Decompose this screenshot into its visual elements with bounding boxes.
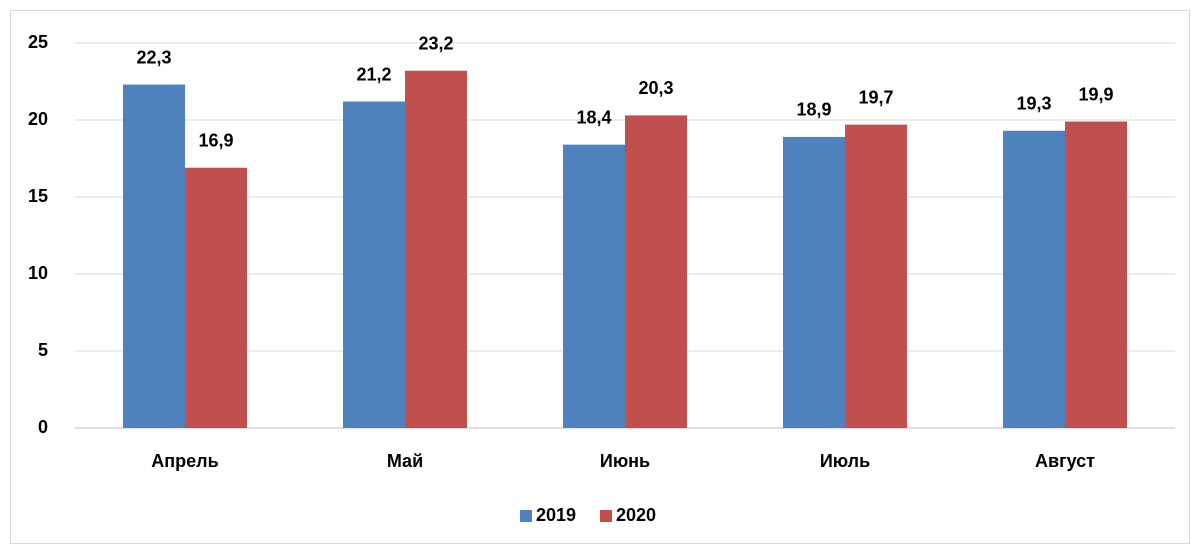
legend-label: 2019 [536, 505, 576, 525]
y-tick-label: 5 [38, 340, 48, 360]
legend-swatch [520, 510, 532, 522]
bar [405, 70, 467, 428]
bar [343, 101, 405, 429]
bar [625, 115, 687, 428]
bar [123, 84, 185, 428]
y-tick-label: 20 [28, 109, 48, 129]
value-label: 16,9 [198, 130, 233, 150]
x-tick-label: Май [387, 451, 423, 471]
bar [563, 144, 625, 428]
value-label: 23,2 [418, 33, 453, 53]
bar [1065, 121, 1127, 428]
value-label: 19,7 [858, 87, 893, 107]
value-label: 20,3 [638, 78, 673, 98]
y-tick-label: 25 [28, 32, 48, 52]
y-tick-label: 10 [28, 263, 48, 283]
legend-label: 2020 [616, 505, 656, 525]
x-tick-label: Апрель [151, 451, 218, 471]
value-label: 19,9 [1078, 84, 1113, 104]
bar [845, 124, 907, 429]
value-label: 21,2 [356, 64, 391, 84]
value-label: 19,3 [1016, 94, 1051, 114]
y-tick-label: 0 [38, 417, 48, 437]
legend-swatch [600, 510, 612, 522]
y-tick-label: 15 [28, 186, 48, 206]
x-tick-label: Август [1035, 451, 1095, 471]
bar [783, 136, 845, 428]
value-label: 22,3 [136, 47, 171, 67]
bar [1003, 130, 1065, 428]
x-tick-label: Июль [820, 451, 870, 471]
bar [185, 167, 247, 429]
value-label: 18,9 [796, 100, 831, 120]
x-tick-label: Июнь [600, 451, 650, 471]
value-label: 18,4 [576, 107, 611, 127]
